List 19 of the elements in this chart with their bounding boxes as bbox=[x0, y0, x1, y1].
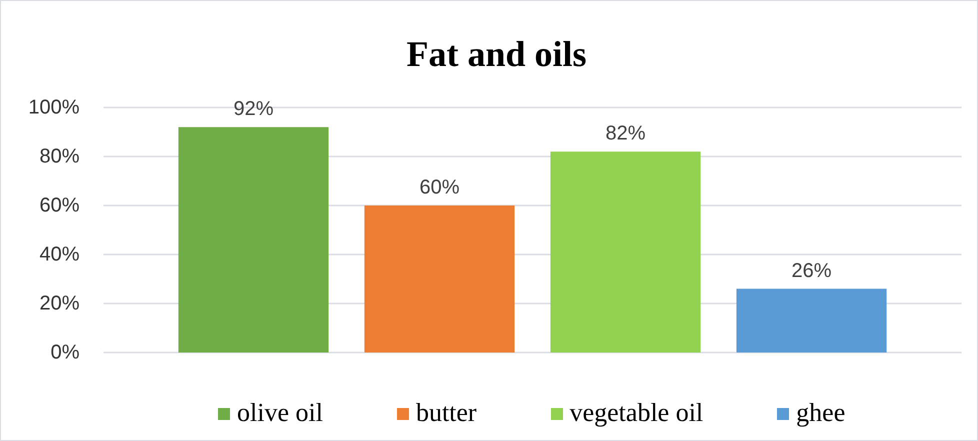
bar bbox=[178, 127, 329, 352]
legend-label: butter bbox=[416, 398, 477, 428]
bar bbox=[364, 206, 515, 352]
data-label: 82% bbox=[605, 122, 646, 145]
bar bbox=[550, 152, 701, 352]
bar bbox=[736, 288, 887, 352]
y-tick-label: 0% bbox=[50, 342, 80, 364]
y-tick-label: 100% bbox=[28, 96, 80, 118]
legend-label: vegetable oil bbox=[570, 398, 704, 428]
data-label: 92% bbox=[233, 98, 274, 120]
data-label: 26% bbox=[792, 260, 832, 282]
y-tick-label: 40% bbox=[39, 244, 80, 266]
legend-label: ghee bbox=[796, 398, 846, 428]
data-label: 60% bbox=[419, 176, 460, 198]
y-tick-label: 80% bbox=[39, 146, 80, 168]
legend-label: olive oil bbox=[237, 398, 323, 428]
y-tick-label: 60% bbox=[39, 194, 80, 216]
y-tick-label: 20% bbox=[39, 292, 80, 314]
chart-title: Fat and oils bbox=[406, 34, 587, 74]
